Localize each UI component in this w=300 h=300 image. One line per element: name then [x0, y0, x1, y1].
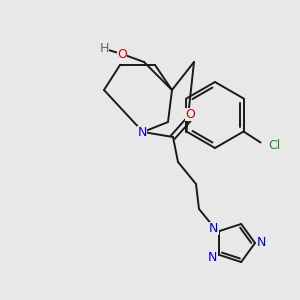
- Text: N: N: [208, 251, 218, 264]
- Text: H: H: [99, 41, 109, 55]
- Text: O: O: [117, 47, 127, 61]
- Text: N: N: [256, 236, 266, 250]
- Text: N: N: [209, 222, 218, 235]
- Text: Cl: Cl: [268, 139, 281, 152]
- Text: N: N: [137, 125, 147, 139]
- Text: O: O: [185, 107, 195, 121]
